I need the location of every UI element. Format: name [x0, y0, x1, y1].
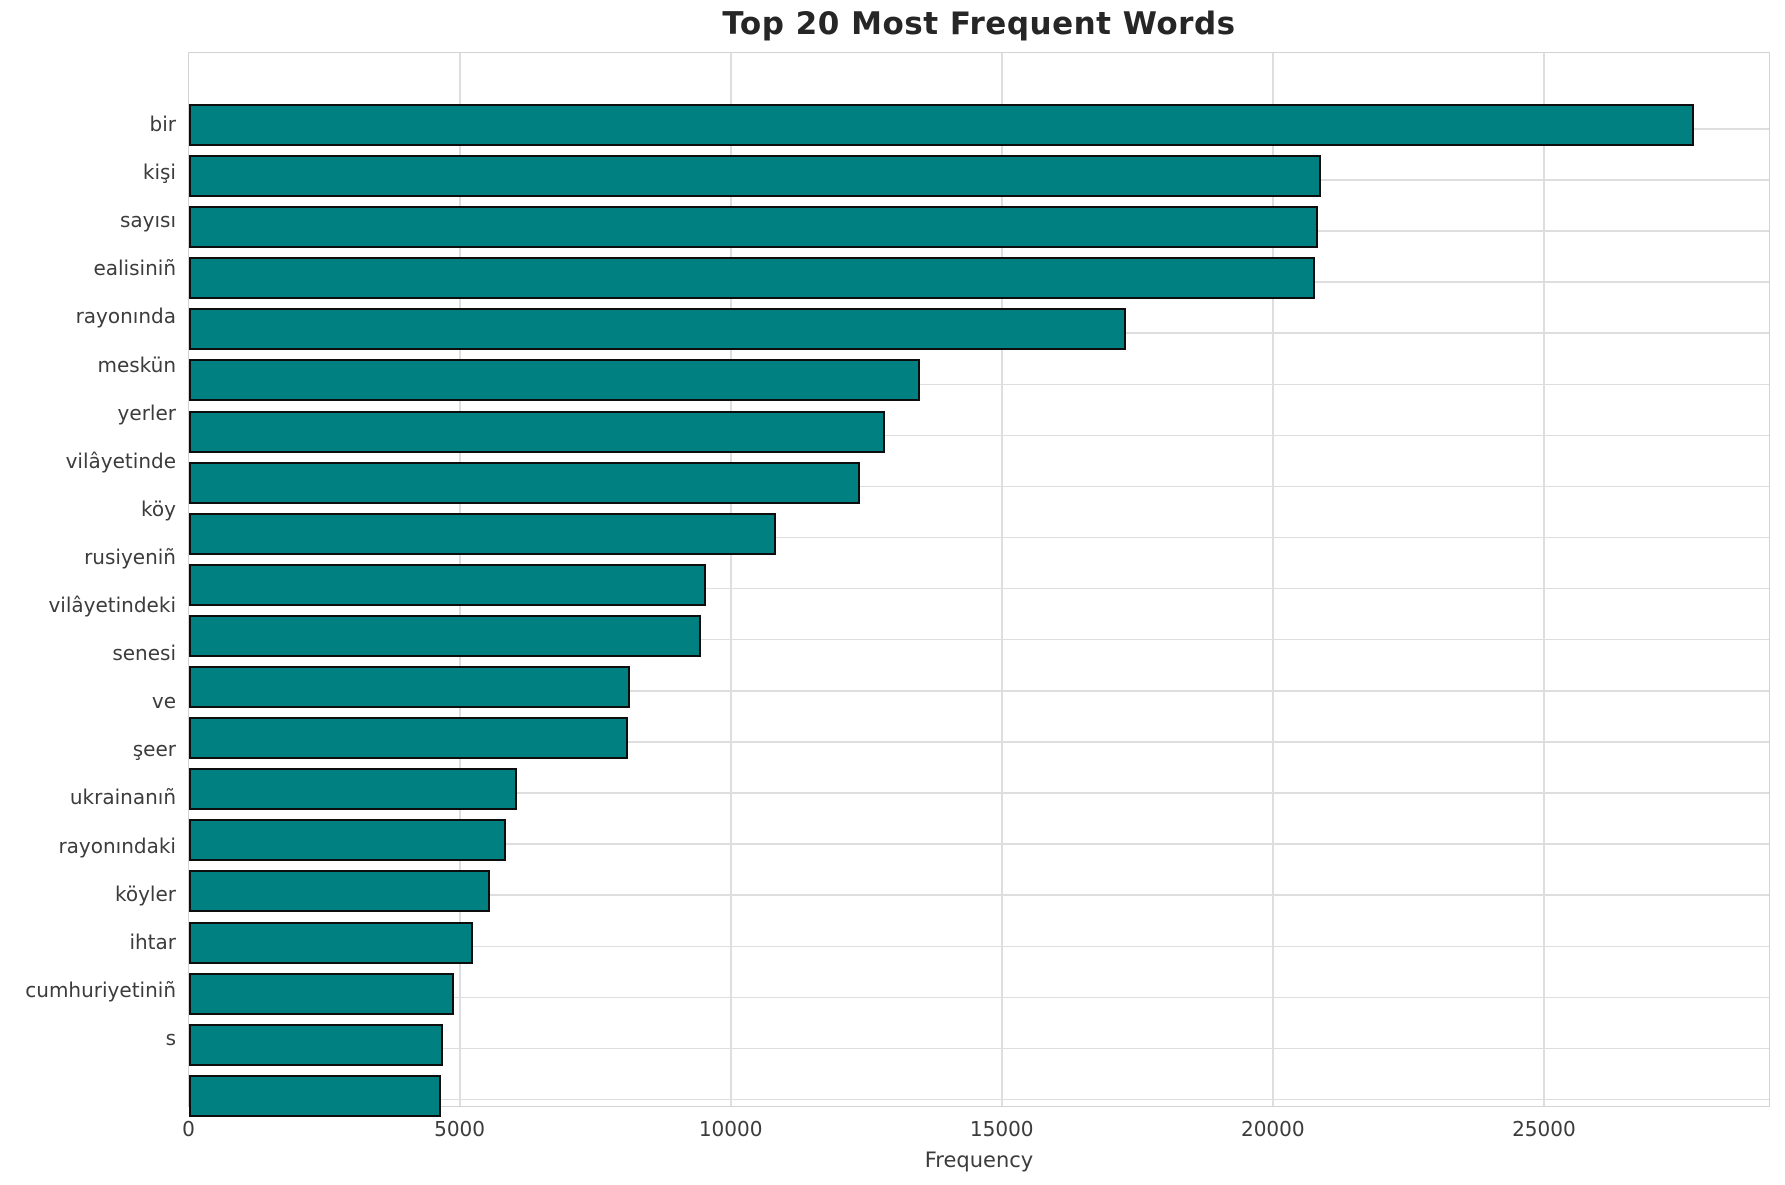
bar-şeer [189, 768, 517, 811]
gridline-horizontal [189, 741, 1769, 743]
y-axis-label: vilâyetinde [65, 448, 176, 473]
y-axis-label: vilâyetindeki [48, 593, 176, 618]
gridline-vertical [730, 53, 733, 1106]
bar-row [189, 768, 1769, 816]
bar-ealisiniñ [189, 257, 1316, 300]
y-axis-label: rayonındaki [58, 833, 176, 858]
y-axis-label: ihtar [129, 929, 176, 954]
bar-kişi [189, 155, 1321, 198]
bar-s [189, 1074, 441, 1117]
bar-rayonındaki [189, 870, 490, 913]
gridline-horizontal [189, 690, 1769, 692]
gridline-vertical [1001, 53, 1004, 1106]
gridline-horizontal [189, 485, 1769, 488]
gridline-horizontal [189, 638, 1769, 641]
bar-ihtar [189, 972, 455, 1015]
bar-row [189, 614, 1769, 663]
plot-area [188, 52, 1770, 1117]
y-axis-label: kişi [142, 160, 176, 185]
bar-row [189, 563, 1769, 612]
gridline-horizontal [189, 843, 1769, 845]
bar-vilâyetindeki [189, 614, 701, 657]
gridline-vertical [1272, 53, 1275, 1106]
bar-ukrainanıñ [189, 819, 506, 862]
bar-row [189, 308, 1769, 356]
gridline-horizontal [189, 894, 1769, 896]
bar-row [189, 410, 1769, 459]
bar-row [189, 104, 1769, 152]
gridline-horizontal [189, 945, 1769, 948]
x-axis-tick-label: 25000 [1512, 1117, 1576, 1141]
x-axis-tick-label: 20000 [1240, 1117, 1305, 1141]
bar-bir [189, 104, 1695, 146]
y-axis-label: ukrainanıñ [69, 785, 176, 810]
bar-meskün [189, 359, 920, 402]
gridline-horizontal [189, 536, 1769, 539]
gridline-horizontal [189, 1047, 1769, 1050]
bar-row [189, 870, 1769, 918]
y-axis-label: rusiyeniñ [84, 544, 176, 569]
bar-rows [189, 101, 1769, 1123]
x-axis-tick-label: 10000 [698, 1117, 763, 1141]
bar-köy [189, 512, 777, 555]
bar-row [189, 257, 1769, 305]
bar-rusiyeniñ [189, 563, 707, 606]
gridline-horizontal [189, 383, 1769, 386]
y-axis-label: yerler [117, 400, 176, 425]
chart-title: Top 20 Most Frequent Words [722, 6, 1236, 42]
bar-row [189, 512, 1769, 561]
bar-row [189, 819, 1769, 867]
gridline-horizontal [189, 1098, 1769, 1101]
y-axis-label: ve [151, 689, 176, 714]
bar-cumhuriyetiniñ [189, 1023, 444, 1066]
bar-row [189, 155, 1769, 203]
gridline-horizontal [189, 587, 1769, 590]
bar-row [189, 461, 1769, 510]
bar-yerler [189, 410, 885, 453]
y-axis-label: sayısı [119, 208, 176, 233]
gridline-horizontal [189, 434, 1769, 437]
bar-row [189, 666, 1769, 714]
gridline-vertical [1543, 53, 1546, 1106]
gridline-horizontal [189, 996, 1769, 999]
bar-rayonında [189, 308, 1126, 351]
bar-row [189, 1023, 1769, 1072]
bar-row [189, 717, 1769, 765]
y-axis-label: senesi [112, 641, 176, 666]
gridline-horizontal [189, 792, 1769, 794]
bar-köyler [189, 921, 474, 964]
bar-sayısı [189, 206, 1318, 249]
x-axis-title: Frequency [924, 1148, 1034, 1172]
bar-ve [189, 717, 628, 760]
x-axis-tick-label: 15000 [969, 1117, 1034, 1141]
y-axis-label: şeer [132, 737, 176, 762]
bar-row [189, 1074, 1769, 1123]
y-axis-label: s [165, 1025, 176, 1050]
y-axis-label: köyler [114, 881, 176, 906]
x-axis-tick-label: 5000 [434, 1117, 486, 1141]
bar-vilâyetinde [189, 461, 861, 504]
y-axis-label: meskün [97, 352, 176, 377]
y-axis-label: cumhuriyetiniñ [25, 977, 176, 1002]
y-axis-label: rayonında [75, 304, 176, 329]
y-axis-label: köy [141, 496, 176, 521]
x-axis-tick-label: 0 [182, 1117, 195, 1141]
y-axis-label: bir [149, 112, 176, 137]
y-axis-label: ealisiniñ [93, 256, 176, 281]
bar-row [189, 206, 1769, 254]
bar-row [189, 921, 1769, 970]
bar-senesi [189, 666, 631, 709]
bar-row [189, 972, 1769, 1021]
bar-row [189, 359, 1769, 407]
